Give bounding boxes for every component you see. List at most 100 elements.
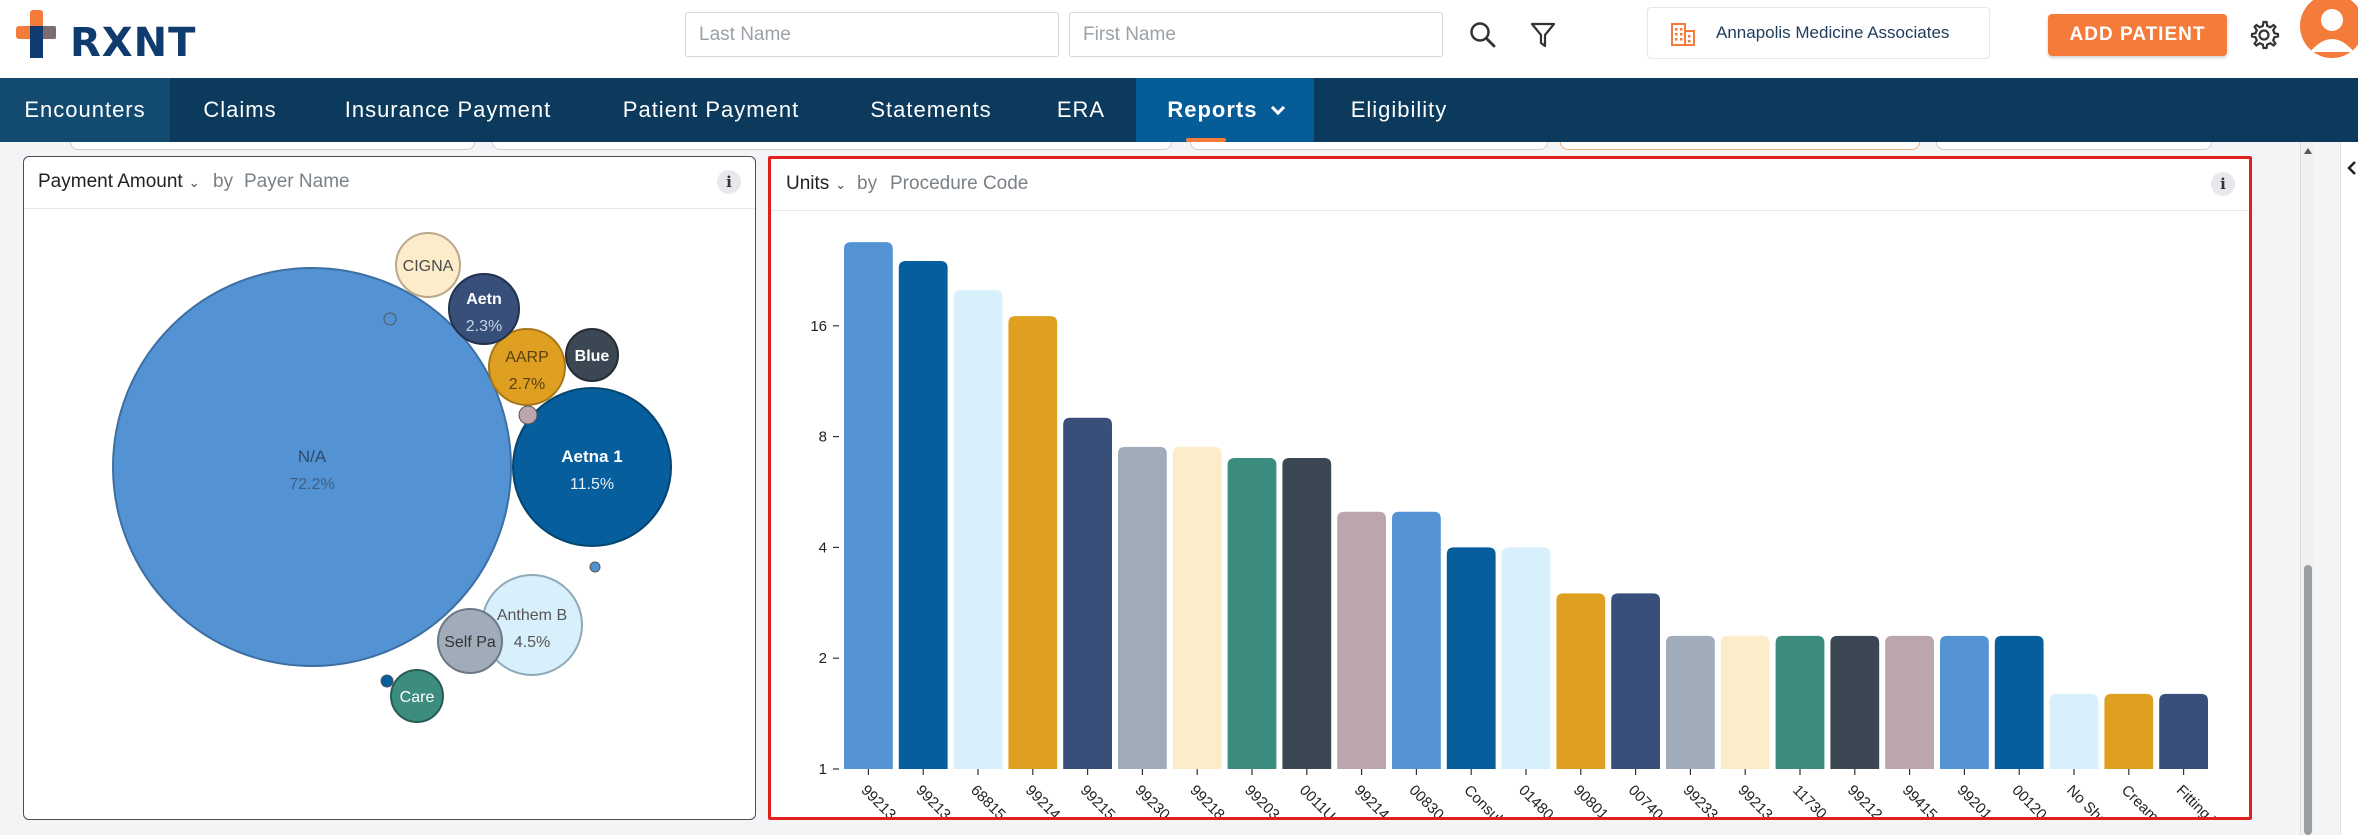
x-tick-label: 99201 (1954, 782, 1996, 817)
bar-99214-10[interactable] (1008, 316, 1058, 769)
bubble-aarp[interactable]: AARP 2.7% (488, 328, 566, 406)
bar-99212[interactable] (1830, 635, 1880, 769)
previous-card-edge (1190, 142, 1548, 150)
nav-claims-label: Claims (203, 97, 277, 122)
nav-patient-payment[interactable]: Patient Payment (586, 78, 836, 142)
bubble-label: Care (400, 689, 435, 706)
last-name-input[interactable] (685, 12, 1059, 57)
bar-99215[interactable] (1063, 417, 1112, 769)
bar-cream[interactable] (2104, 693, 2154, 769)
nav-reports-label: Reports (1167, 97, 1258, 122)
x-tick-label: 00120 (2008, 782, 2050, 817)
add-patient-button[interactable]: ADD PATIENT (2048, 14, 2227, 56)
small-bubble[interactable] (383, 312, 397, 326)
nav-era-label: ERA (1056, 97, 1106, 122)
bubble-n-a[interactable]: N/A 72.2% (112, 267, 512, 667)
y-tick-label: 8 (819, 429, 827, 446)
x-tick-label: 99212 (1844, 782, 1886, 817)
chevron-left-icon[interactable] (2347, 160, 2357, 176)
units-metric-dropdown[interactable]: Units ⌄ (786, 173, 846, 195)
payment-metric-dropdown[interactable]: Payment Amount ⌄ (38, 171, 200, 193)
bubble-cigna[interactable]: CIGNA (395, 232, 461, 298)
bar-99213[interactable] (844, 242, 893, 770)
bar-fitting-vi-[interactable] (2159, 693, 2208, 769)
bubble-aetn[interactable]: Aetn 2.3% (448, 273, 520, 345)
y-tick-label: 4 (819, 539, 827, 556)
bubble-anthem-b[interactable]: Anthem B 4.5% (481, 574, 583, 676)
nav-reports[interactable]: Reports (1136, 78, 1314, 142)
top-bar: RXNT Annapolis Medicine Associates ADD P… (0, 0, 2358, 78)
bar-99415[interactable] (1885, 635, 1934, 769)
bubble-value: 11.5% (570, 476, 614, 493)
bar-99218[interactable] (1172, 446, 1222, 769)
practice-selector[interactable]: Annapolis Medicine Associates (1647, 7, 1990, 59)
info-icon[interactable]: i (717, 170, 741, 194)
nav-statements[interactable]: Statements (836, 78, 1026, 142)
bar-99213-25[interactable] (898, 260, 948, 769)
x-tick-label: 99213 (858, 782, 900, 817)
user-avatar[interactable] (2294, 0, 2358, 60)
small-bubble[interactable] (589, 561, 601, 573)
nav-era[interactable]: ERA (1026, 78, 1136, 142)
bar-11730[interactable] (1775, 635, 1825, 769)
nav-eligibility[interactable]: Eligibility (1314, 78, 1484, 142)
rxnt-logo[interactable]: RXNT (16, 10, 201, 66)
previous-card-edge (492, 142, 1172, 150)
previous-card-edge (1936, 142, 2212, 150)
nav-statements-label: Statements (870, 97, 992, 122)
filter-icon[interactable] (1528, 20, 1558, 50)
search-icon[interactable] (1468, 20, 1498, 50)
bar-99201[interactable] (1940, 635, 1989, 769)
nav-active-indicator (1186, 138, 1226, 142)
bar-99203[interactable] (1227, 457, 1277, 769)
by-label: by (857, 173, 878, 194)
by-label: by (213, 171, 234, 192)
bar-no-show-fee[interactable] (2049, 693, 2099, 769)
bar-99230-te-[interactable] (1118, 446, 1167, 769)
nav-insurance-payment[interactable]: Insurance Payment (310, 78, 586, 142)
x-tick-label: 00740 (1625, 782, 1667, 817)
scrollbar-thumb[interactable] (2304, 565, 2312, 835)
nav-claims[interactable]: Claims (170, 78, 310, 142)
small-bubble[interactable] (380, 674, 394, 688)
bubble-label: Blue (575, 348, 610, 365)
bubble-label: Aetn (466, 291, 502, 308)
x-tick-label: 99215 (1077, 782, 1119, 817)
first-name-input[interactable] (1069, 12, 1443, 57)
bubble-self-pa[interactable]: Self Pa (437, 608, 503, 674)
previous-card-edge (70, 142, 475, 150)
bar-01480[interactable] (1501, 547, 1551, 769)
bubble-value: 2.7% (509, 376, 545, 393)
bar-0011u[interactable] (1282, 457, 1332, 769)
bar-99213-10-[interactable] (1720, 635, 1770, 769)
small-bubble[interactable] (518, 405, 538, 425)
bar-99233[interactable] (1666, 635, 1715, 769)
logo-text: RXNT (70, 20, 197, 66)
bar-99214[interactable] (1337, 511, 1386, 769)
bar-68815[interactable] (953, 290, 1003, 769)
x-tick-label: 00830 (1406, 782, 1448, 817)
y-tick-label: 16 (810, 318, 827, 335)
x-tick-label: 99203 (1241, 782, 1283, 817)
bar-90801[interactable] (1556, 593, 1606, 769)
bar-00740[interactable] (1611, 593, 1660, 769)
bubble-label: CIGNA (403, 258, 454, 275)
bar-consult-[interactable] (1446, 547, 1496, 769)
info-icon[interactable]: i (2211, 172, 2235, 196)
nav-encounters[interactable]: Encounters (0, 78, 170, 142)
bubble-blue[interactable]: Blue (565, 328, 619, 382)
nav-eligibility-label: Eligibility (1350, 97, 1448, 122)
bubble-care[interactable]: Care (390, 669, 444, 723)
gear-icon[interactable] (2248, 19, 2280, 51)
x-tick-label: 99214 10 (1022, 782, 1078, 817)
bar-00830[interactable] (1392, 511, 1441, 769)
x-tick-label: 99415 (1899, 782, 1941, 817)
main-nav: Encounters Claims Insurance Payment Pati… (0, 78, 2358, 142)
payment-card-header: Payment Amount ⌄ by Payer Name i (24, 157, 755, 209)
bar-00120[interactable] (1994, 635, 2044, 769)
payment-metric-label: Payment Amount (38, 171, 183, 192)
scroll-up-icon[interactable] (2303, 146, 2313, 156)
side-panel-handle[interactable] (2340, 142, 2358, 835)
bubble-label: AARP (505, 349, 549, 366)
bubble-aetna-1[interactable]: Aetna 1 11.5% (512, 387, 672, 547)
